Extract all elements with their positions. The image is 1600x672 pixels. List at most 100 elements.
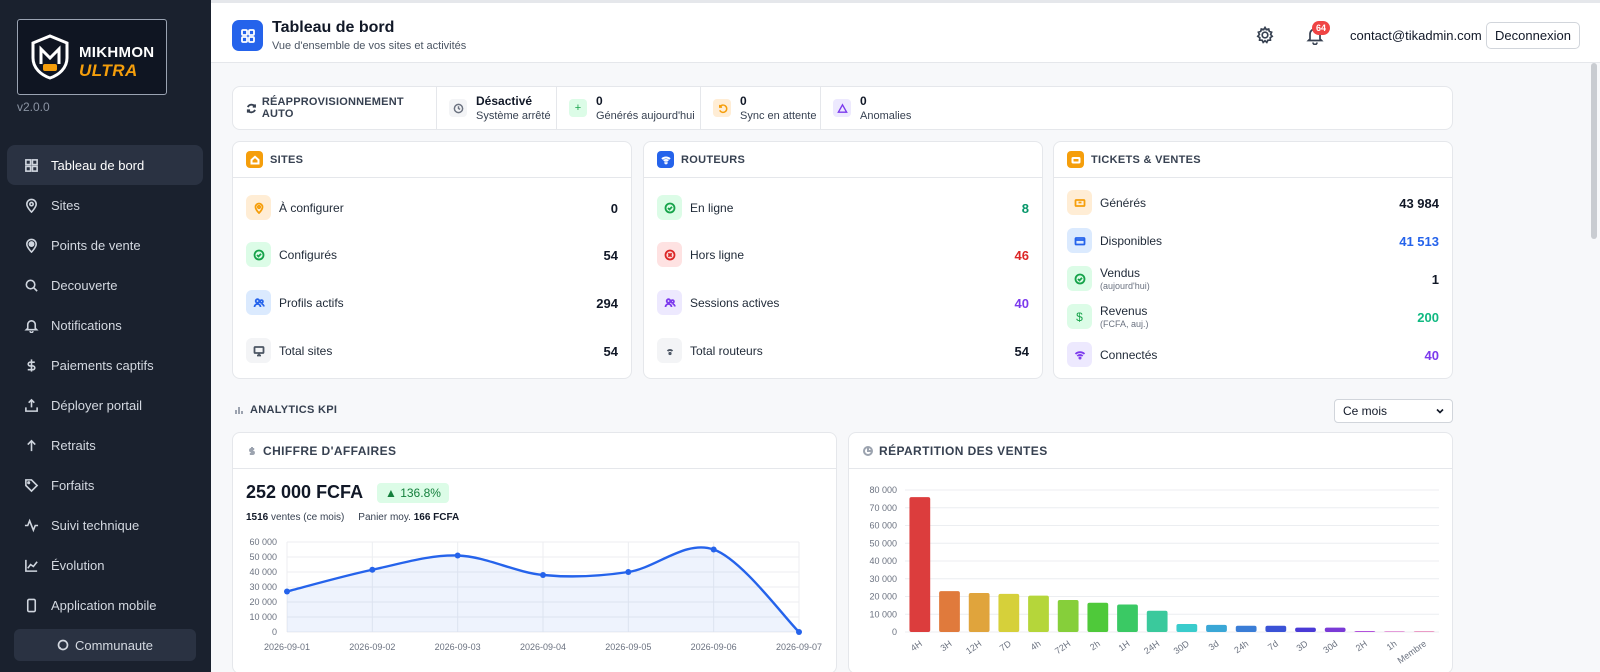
sidebar-item-sites[interactable]: Sites xyxy=(7,185,203,225)
sites-row-profils-actifs[interactable]: Profils actifs 294 xyxy=(246,290,618,316)
sidebar-item-label: Retraits xyxy=(51,437,96,453)
row-value: 1 xyxy=(1431,272,1439,287)
refresh-icon xyxy=(246,103,256,113)
row-label: Sessions actives xyxy=(690,296,780,310)
community-button[interactable]: Communaute xyxy=(14,629,196,661)
bar xyxy=(968,592,990,632)
sites-row-total-sites[interactable]: Total sites 54 xyxy=(246,338,618,364)
revenue-panel-header: CHIFFRE D'AFFAIRES xyxy=(233,433,836,469)
row-label: Configurés xyxy=(279,248,338,262)
y-tick-label: 40 000 xyxy=(869,556,897,566)
bar xyxy=(1176,624,1198,632)
y-tick-label: 20 000 xyxy=(249,597,277,607)
tickets-row-generes[interactable]: Générés 43 984 xyxy=(1067,190,1439,216)
wifi-icon xyxy=(657,338,682,363)
warning-triangle-icon xyxy=(833,99,851,117)
row-label: Profils actifs xyxy=(279,296,344,310)
users-icon xyxy=(246,290,271,315)
logout-button[interactable]: Deconnexion xyxy=(1486,22,1580,49)
basket-label: Panier moy. xyxy=(358,512,411,523)
tickets-row-vendus[interactable]: Vendus (aujourd'hui) 1 xyxy=(1067,266,1439,292)
sidebar-item-label: Points de vente xyxy=(51,237,141,253)
status-cell-anomalies: 0 Anomalies xyxy=(821,87,941,129)
row-value: 46 xyxy=(1014,248,1029,263)
bar xyxy=(1295,627,1316,632)
routers-row-sessions-actives[interactable]: Sessions actives 40 xyxy=(657,290,1029,316)
sites-card: SITES À configurer 0 Configurés 54 Profi… xyxy=(232,141,632,379)
routers-row-total-routeurs[interactable]: Total routeurs 54 xyxy=(657,338,1029,364)
period-select-value: Ce mois xyxy=(1343,404,1388,418)
y-tick-label: 0 xyxy=(892,627,897,637)
y-tick-label: 60 000 xyxy=(249,537,277,547)
row-value: 43 984 xyxy=(1399,196,1439,211)
sidebar-item-tableau-de-bord[interactable]: Tableau de bord xyxy=(7,145,203,185)
sidebar-item-retraits[interactable]: Retraits xyxy=(7,425,203,465)
sidebar-item-application-mobile[interactable]: Application mobile xyxy=(7,585,203,625)
row-value: 54 xyxy=(603,344,618,359)
x-tick-label: 2026-09-07 xyxy=(776,642,822,652)
distribution-panel-header: RÉPARTITION DES VENTES xyxy=(849,433,1452,469)
x-tick-label: 2h xyxy=(1088,638,1102,652)
sidebar-item-evolution[interactable]: Évolution xyxy=(7,545,203,585)
search-icon xyxy=(23,277,39,293)
home-icon xyxy=(246,151,263,168)
x-tick-label: 7D xyxy=(998,638,1014,653)
x-tick-label: 2H xyxy=(1354,638,1369,653)
routers-row-hors-ligne[interactable]: Hors ligne 46 xyxy=(657,242,1029,268)
sidebar-item-label: Sites xyxy=(51,197,80,213)
sites-row-a-configurer[interactable]: À configurer 0 xyxy=(246,195,618,221)
row-label: À configurer xyxy=(279,201,344,215)
y-tick-label: 10 000 xyxy=(869,609,897,619)
tickets-row-disponibles[interactable]: Disponibles 41 513 xyxy=(1067,228,1439,254)
sidebar-item-label: Déployer portail xyxy=(51,397,143,413)
bar xyxy=(1057,600,1079,632)
bell-icon xyxy=(23,317,39,333)
y-tick-label: 60 000 xyxy=(869,521,897,531)
bar xyxy=(1087,602,1109,632)
top-header: Tableau de bord Vue d'ensemble de vos si… xyxy=(211,0,1600,63)
x-tick-label: 2026-09-03 xyxy=(435,642,481,652)
chevron-down-icon xyxy=(1436,408,1444,414)
sites-card-header: SITES xyxy=(233,142,631,178)
y-tick-label: 10 000 xyxy=(249,612,277,622)
sidebar-item-notifications[interactable]: Notifications xyxy=(7,305,203,345)
row-value: 54 xyxy=(1014,344,1029,359)
x-tick-label: 2026-09-04 xyxy=(520,642,566,652)
sidebar-item-deployer-portail[interactable]: Déployer portail xyxy=(7,385,203,425)
tickets-row-connectes[interactable]: Connectés 40 xyxy=(1067,342,1439,368)
page-title: Tableau de bord xyxy=(272,19,395,36)
settings-button[interactable] xyxy=(1255,25,1275,45)
y-tick-label: 30 000 xyxy=(869,574,897,584)
app-logo[interactable]: MIKHMON ULTRA xyxy=(17,19,167,95)
x-circle-icon xyxy=(657,242,682,267)
basket-value: 166 FCFA xyxy=(413,512,460,523)
sidebar-item-points-de-vente[interactable]: Points de vente xyxy=(7,225,203,265)
revenue-panel-title: CHIFFRE D'AFFAIRES xyxy=(263,443,397,458)
bar-chart-icon xyxy=(235,407,243,414)
row-value: 40 xyxy=(1424,348,1439,363)
row-value: 200 xyxy=(1417,310,1439,325)
period-select[interactable]: Ce mois xyxy=(1334,399,1453,423)
sidebar-item-decouverte[interactable]: Decouverte xyxy=(7,265,203,305)
x-tick-label: 3H xyxy=(938,638,953,653)
tickets-row-revenus[interactable]: $ Revenus (FCFA, auj.) 200 xyxy=(1067,304,1439,330)
status-value: 0 xyxy=(740,94,747,108)
sidebar-item-suivi-technique[interactable]: Suivi technique xyxy=(7,505,203,545)
routers-row-en-ligne[interactable]: En ligne 8 xyxy=(657,195,1029,221)
sidebar-item-forfaits[interactable]: Forfaits xyxy=(7,465,203,505)
auto-restock-status-bar: RÉAPPROVISIONNEMENT AUTO Désactivé Systè… xyxy=(232,86,1453,130)
distribution-panel-title: RÉPARTITION DES VENTES xyxy=(879,443,1048,458)
data-point xyxy=(284,588,290,595)
page-subtitle: Vue d'ensemble de vos sites et activités xyxy=(272,40,467,52)
x-tick-label: 30D xyxy=(1172,638,1192,656)
status-value: 0 xyxy=(860,94,867,108)
arrow-up-icon xyxy=(23,437,39,453)
shield-logo-icon xyxy=(31,34,69,80)
page-scrollbar[interactable] xyxy=(1591,63,1597,239)
sites-row-configures[interactable]: Configurés 54 xyxy=(246,242,618,268)
row-value: 41 513 xyxy=(1399,234,1439,249)
bar xyxy=(1324,627,1346,632)
sidebar-item-paiements-captifs[interactable]: Paiements captifs xyxy=(7,345,203,385)
dashboard-icon xyxy=(232,20,263,51)
sites-card-title: SITES xyxy=(270,153,304,166)
